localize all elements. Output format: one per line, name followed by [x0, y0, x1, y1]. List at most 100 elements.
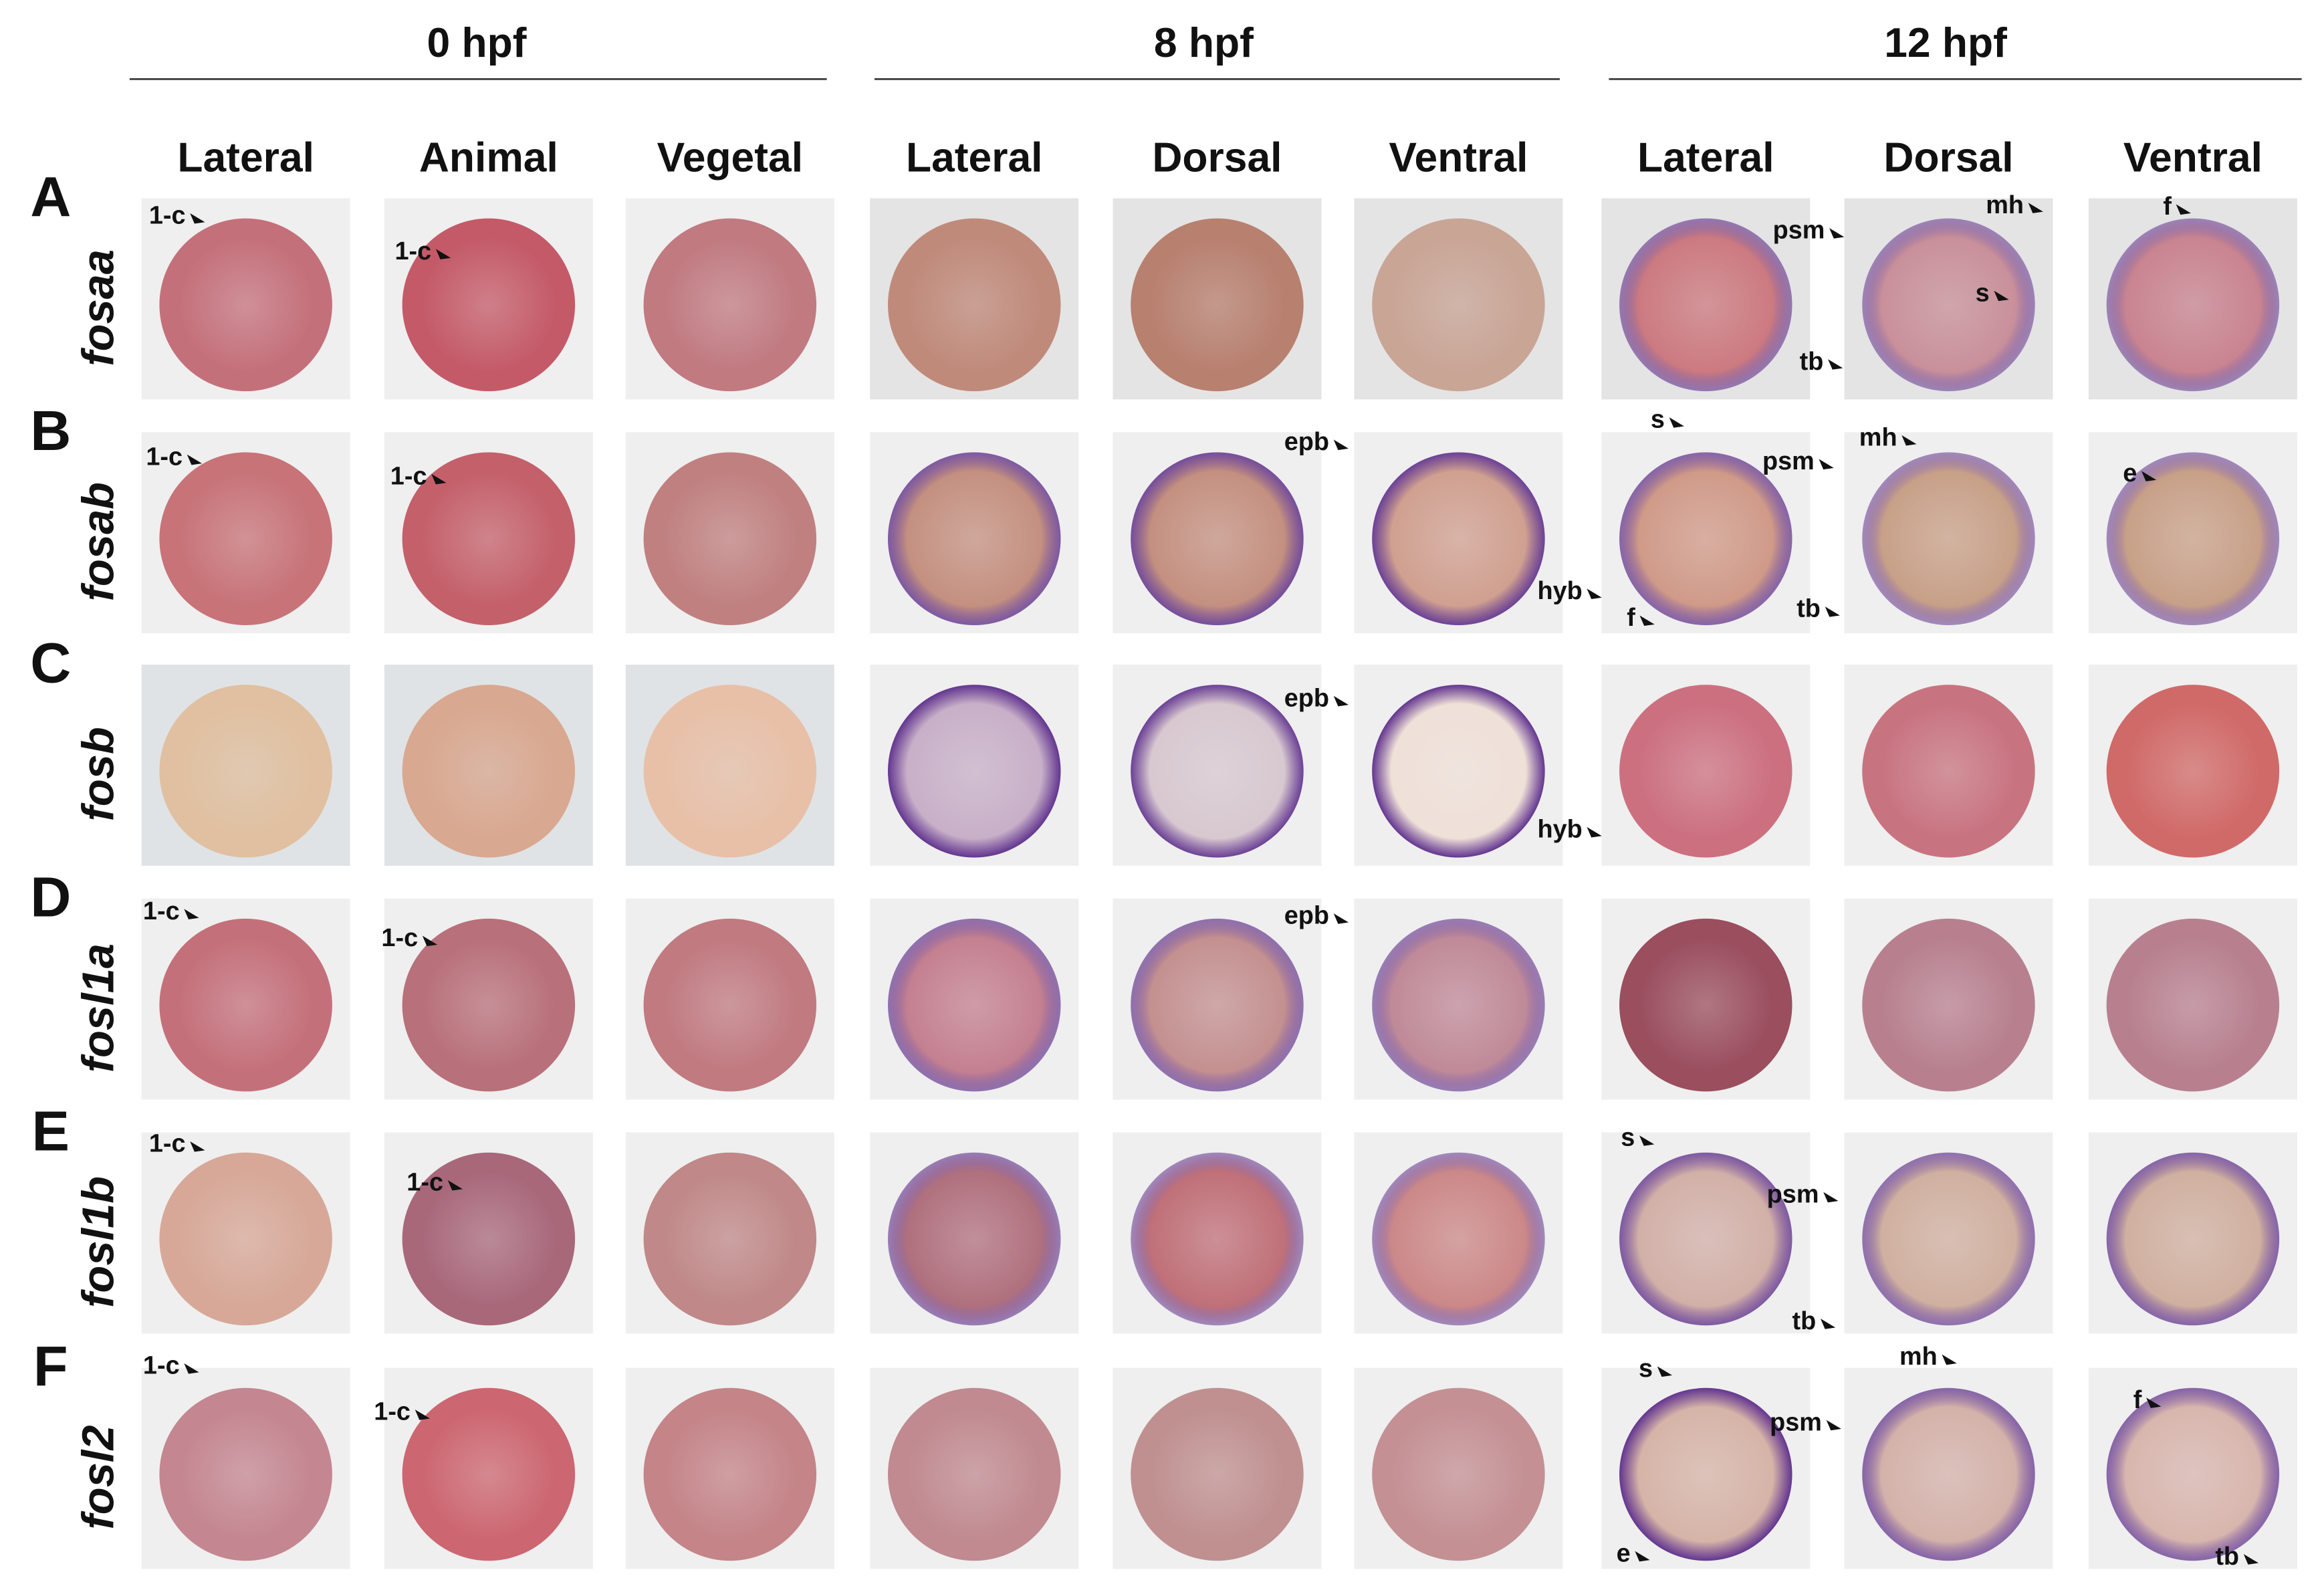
- arrowhead: [1333, 913, 1349, 924]
- embryo: [1862, 918, 2035, 1092]
- arrowhead: [1825, 606, 1840, 617]
- row-letter: E: [32, 1099, 70, 1162]
- view-label: Vegetal: [657, 134, 803, 181]
- embryo: [888, 452, 1061, 625]
- embryo: [1131, 1152, 1304, 1326]
- arrowhead: [1657, 1366, 1673, 1377]
- arrowhead: [1826, 1420, 1841, 1431]
- arrowhead: [447, 1179, 463, 1191]
- arrowhead: [1587, 588, 1602, 599]
- arrowhead: [435, 249, 451, 259]
- arrowhead: [1994, 290, 2009, 302]
- arrowhead: [1820, 1319, 1836, 1329]
- embryo: [2106, 452, 2280, 625]
- embryo: [888, 218, 1061, 392]
- embryo: [1619, 1152, 1792, 1326]
- arrowhead: [1639, 615, 1655, 627]
- annotation: f: [1627, 604, 1635, 632]
- view-label: Lateral: [1637, 134, 1774, 181]
- annotation: mh: [1859, 423, 1897, 451]
- view-label: Lateral: [906, 134, 1043, 181]
- group-label: 8 hpf: [1154, 20, 1254, 66]
- gene-name: fosl1b: [73, 1176, 123, 1308]
- arrowhead: [2176, 204, 2191, 215]
- arrowhead: [190, 1141, 205, 1152]
- view-label: Dorsal: [1152, 134, 1282, 181]
- arrowhead: [2028, 203, 2043, 213]
- annotation: 1-c: [374, 1398, 411, 1426]
- embryo: [1131, 918, 1304, 1092]
- arrowhead: [415, 1409, 430, 1420]
- arrowhead: [422, 935, 438, 947]
- embryo: [159, 918, 332, 1092]
- embryo: [1619, 685, 1792, 858]
- embryo: [888, 918, 1061, 1092]
- embryo: [159, 218, 332, 392]
- arrowhead: [2243, 1554, 2259, 1565]
- embryo: [1372, 218, 1545, 392]
- embryo: [1372, 685, 1545, 858]
- arrowhead: [1635, 1551, 1650, 1562]
- embryo: [1131, 218, 1304, 392]
- annotation: s: [1976, 279, 1990, 307]
- annotation: psm: [1770, 1408, 1822, 1436]
- embryo: [1862, 1387, 2035, 1561]
- embryo: [1372, 1152, 1545, 1326]
- arrowhead: [2146, 1397, 2162, 1408]
- embryo: [402, 452, 576, 625]
- annotation: tb: [1800, 348, 1824, 376]
- embryo: [402, 218, 576, 392]
- annotation: tb: [2215, 1543, 2239, 1571]
- embryo: [888, 685, 1061, 858]
- embryo: [159, 685, 332, 858]
- embryo: [643, 685, 817, 858]
- embryo: [2106, 1387, 2280, 1561]
- gene-name: fosab: [73, 482, 123, 601]
- annotation: 1-c: [406, 1169, 443, 1197]
- arrowhead: [431, 473, 447, 485]
- annotation: 1-c: [143, 1352, 180, 1380]
- embryo: [643, 918, 817, 1092]
- row-letter: F: [33, 1334, 68, 1397]
- annotation: psm: [1762, 447, 1815, 475]
- view-label: Ventral: [2123, 134, 2262, 181]
- arrowhead: [1639, 1135, 1655, 1146]
- arrowhead: [1828, 359, 1843, 370]
- view-label: Dorsal: [1883, 134, 2013, 181]
- embryo: [1619, 918, 1792, 1092]
- row-letter: D: [30, 865, 71, 929]
- annotation: hyb: [1538, 577, 1583, 605]
- embryo: [159, 452, 332, 625]
- embryo: [402, 1387, 576, 1561]
- arrowhead: [187, 454, 203, 465]
- arrowhead: [1819, 459, 1834, 470]
- group-label: 12 hpf: [1884, 20, 2007, 66]
- embryo: [1372, 918, 1545, 1092]
- annotation: s: [1639, 1355, 1653, 1383]
- embryo: [643, 218, 817, 392]
- annotation: 1-c: [394, 237, 431, 265]
- annotation: tb: [1792, 1307, 1817, 1335]
- annotation: f: [2133, 1386, 2142, 1414]
- embryo: [1619, 1387, 1792, 1561]
- annotation: psm: [1767, 1180, 1819, 1208]
- gene-name: fosl2: [73, 1425, 123, 1529]
- embryo: [1862, 452, 2035, 625]
- row-letter: C: [30, 631, 71, 695]
- embryo: [1619, 452, 1792, 625]
- arrowhead: [184, 1363, 199, 1374]
- arrowhead: [1333, 695, 1349, 707]
- arrowhead: [1333, 439, 1349, 451]
- annotation: 1-c: [381, 924, 418, 952]
- annotation: epb: [1284, 902, 1329, 930]
- arrowhead: [184, 909, 199, 920]
- embryo: [643, 1387, 817, 1561]
- embryo: [1131, 1387, 1304, 1561]
- embryo: [159, 1387, 332, 1561]
- view-label: Animal: [419, 134, 558, 181]
- annotation: s: [1651, 406, 1665, 434]
- gene-name: fosl1a: [73, 943, 123, 1072]
- embryo: [2106, 218, 2280, 392]
